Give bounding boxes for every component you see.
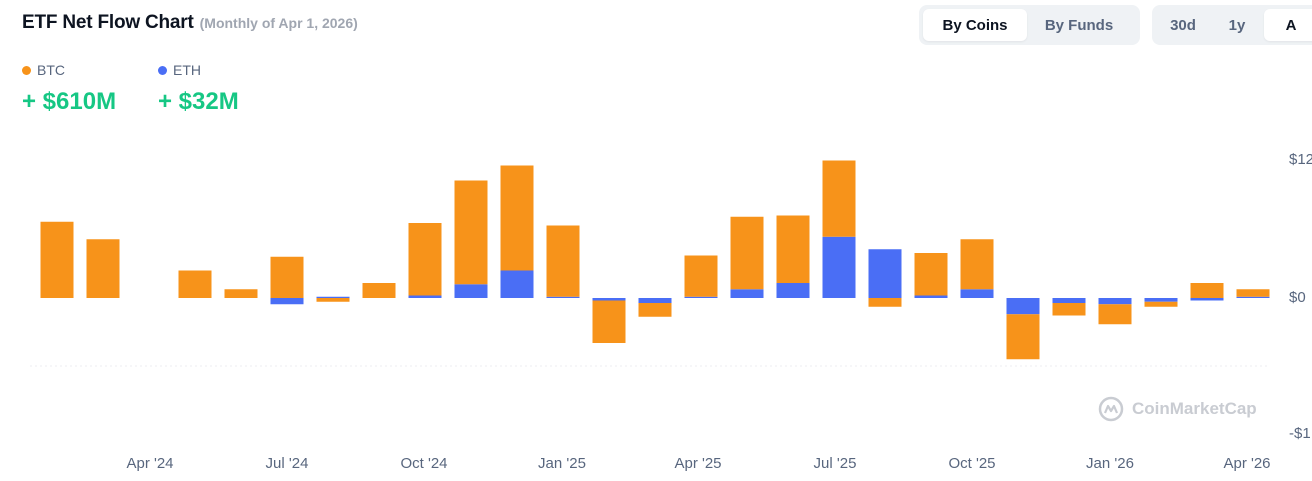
bar-btc-25[interactable]: [1190, 283, 1224, 298]
x-tick-label: Jul '25: [814, 455, 857, 472]
bar-eth-19[interactable]: [914, 295, 948, 299]
bar-eth-18[interactable]: [868, 249, 902, 298]
bar-btc-0[interactable]: [40, 221, 74, 298]
chart-header: ETF Net Flow Chart (Monthly of Apr 1, 20…: [22, 12, 358, 34]
legend-eth-value: + $32M: [158, 88, 239, 115]
bar-btc-26[interactable]: [1236, 289, 1270, 297]
range-all-button[interactable]: A: [1264, 9, 1312, 41]
bar-eth-9[interactable]: [454, 284, 488, 298]
bar-eth-26[interactable]: [1236, 296, 1270, 298]
bar-btc-16[interactable]: [776, 215, 810, 284]
eth-dot-icon: [158, 65, 167, 75]
bar-btc-14[interactable]: [684, 255, 718, 297]
range-30d-button[interactable]: 30d: [1170, 16, 1196, 34]
watermark-text: CoinMarketCap: [1132, 399, 1257, 418]
bar-eth-22[interactable]: [1052, 298, 1086, 303]
bar-btc-24[interactable]: [1144, 301, 1178, 307]
bar-eth-12[interactable]: [592, 298, 626, 301]
bar-btc-12[interactable]: [592, 300, 626, 344]
bar-eth-8[interactable]: [408, 295, 442, 299]
y-tick-label: $12: [1289, 151, 1312, 168]
bar-btc-23[interactable]: [1098, 304, 1132, 325]
bar-eth-15[interactable]: [730, 289, 764, 298]
legend-btc-label: BTC: [37, 62, 65, 78]
coinmarketcap-logo-icon: [1098, 396, 1124, 422]
bar-eth-17[interactable]: [822, 236, 856, 298]
bar-eth-24[interactable]: [1144, 298, 1178, 302]
chart-title: ETF Net Flow Chart: [22, 12, 194, 33]
bar-eth-13[interactable]: [638, 298, 672, 303]
bar-btc-17[interactable]: [822, 160, 856, 237]
bar-btc-18[interactable]: [868, 298, 902, 307]
legend-eth-label: ETH: [173, 62, 201, 78]
y-tick-label: -$1: [1289, 425, 1311, 442]
legend-btc[interactable]: BTC: [22, 62, 65, 78]
bar-btc-3[interactable]: [178, 270, 212, 299]
bar-eth-5[interactable]: [270, 298, 304, 305]
x-tick-label: Oct '24: [400, 455, 447, 472]
x-tick-label: Jan '25: [538, 455, 586, 472]
bar-eth-16[interactable]: [776, 283, 810, 298]
x-tick-label: Oct '25: [948, 455, 995, 472]
bar-btc-13[interactable]: [638, 303, 672, 317]
range-toggle: 30d 1y A: [1152, 5, 1312, 45]
bar-btc-1[interactable]: [86, 239, 120, 298]
y-tick-label: $0: [1289, 289, 1306, 306]
bar-eth-23[interactable]: [1098, 298, 1132, 305]
bar-eth-20[interactable]: [960, 289, 994, 298]
bar-btc-5[interactable]: [270, 256, 304, 298]
bar-btc-19[interactable]: [914, 253, 948, 296]
bar-btc-11[interactable]: [546, 225, 580, 297]
x-tick-label: Apr '24: [126, 455, 173, 472]
bar-eth-14[interactable]: [684, 296, 718, 298]
watermark: CoinMarketCap: [1098, 396, 1257, 422]
bar-eth-21[interactable]: [1006, 298, 1040, 315]
bar-eth-11[interactable]: [546, 296, 580, 298]
bar-btc-6[interactable]: [316, 298, 350, 302]
x-tick-label: Apr '25: [674, 455, 721, 472]
legend-btc-value: + $610M: [22, 88, 117, 115]
by-coins-button[interactable]: By Coins: [923, 9, 1027, 41]
bar-btc-20[interactable]: [960, 239, 994, 290]
bar-btc-9[interactable]: [454, 180, 488, 285]
by-funds-button[interactable]: By Funds: [1044, 16, 1114, 34]
bar-btc-21[interactable]: [1006, 314, 1040, 360]
bar-btc-8[interactable]: [408, 223, 442, 296]
bar-eth-10[interactable]: [500, 270, 534, 299]
bar-eth-25[interactable]: [1190, 298, 1224, 301]
bar-btc-4[interactable]: [224, 289, 258, 298]
range-1y-button[interactable]: 1y: [1228, 16, 1246, 34]
bar-btc-22[interactable]: [1052, 303, 1086, 316]
view-toggle: By Coins By Funds: [919, 5, 1140, 45]
chart-subtitle: (Monthly of Apr 1, 2026): [199, 15, 358, 31]
bar-btc-10[interactable]: [500, 165, 534, 271]
x-tick-label: Jul '24: [266, 455, 309, 472]
x-tick-label: Apr '26: [1223, 455, 1270, 472]
x-tick-label: Jan '26: [1086, 455, 1134, 472]
btc-dot-icon: [22, 65, 31, 75]
bar-btc-15[interactable]: [730, 216, 764, 290]
bar-btc-7[interactable]: [362, 283, 396, 298]
bar-eth-6[interactable]: [316, 296, 350, 298]
legend-eth[interactable]: ETH: [158, 62, 201, 78]
